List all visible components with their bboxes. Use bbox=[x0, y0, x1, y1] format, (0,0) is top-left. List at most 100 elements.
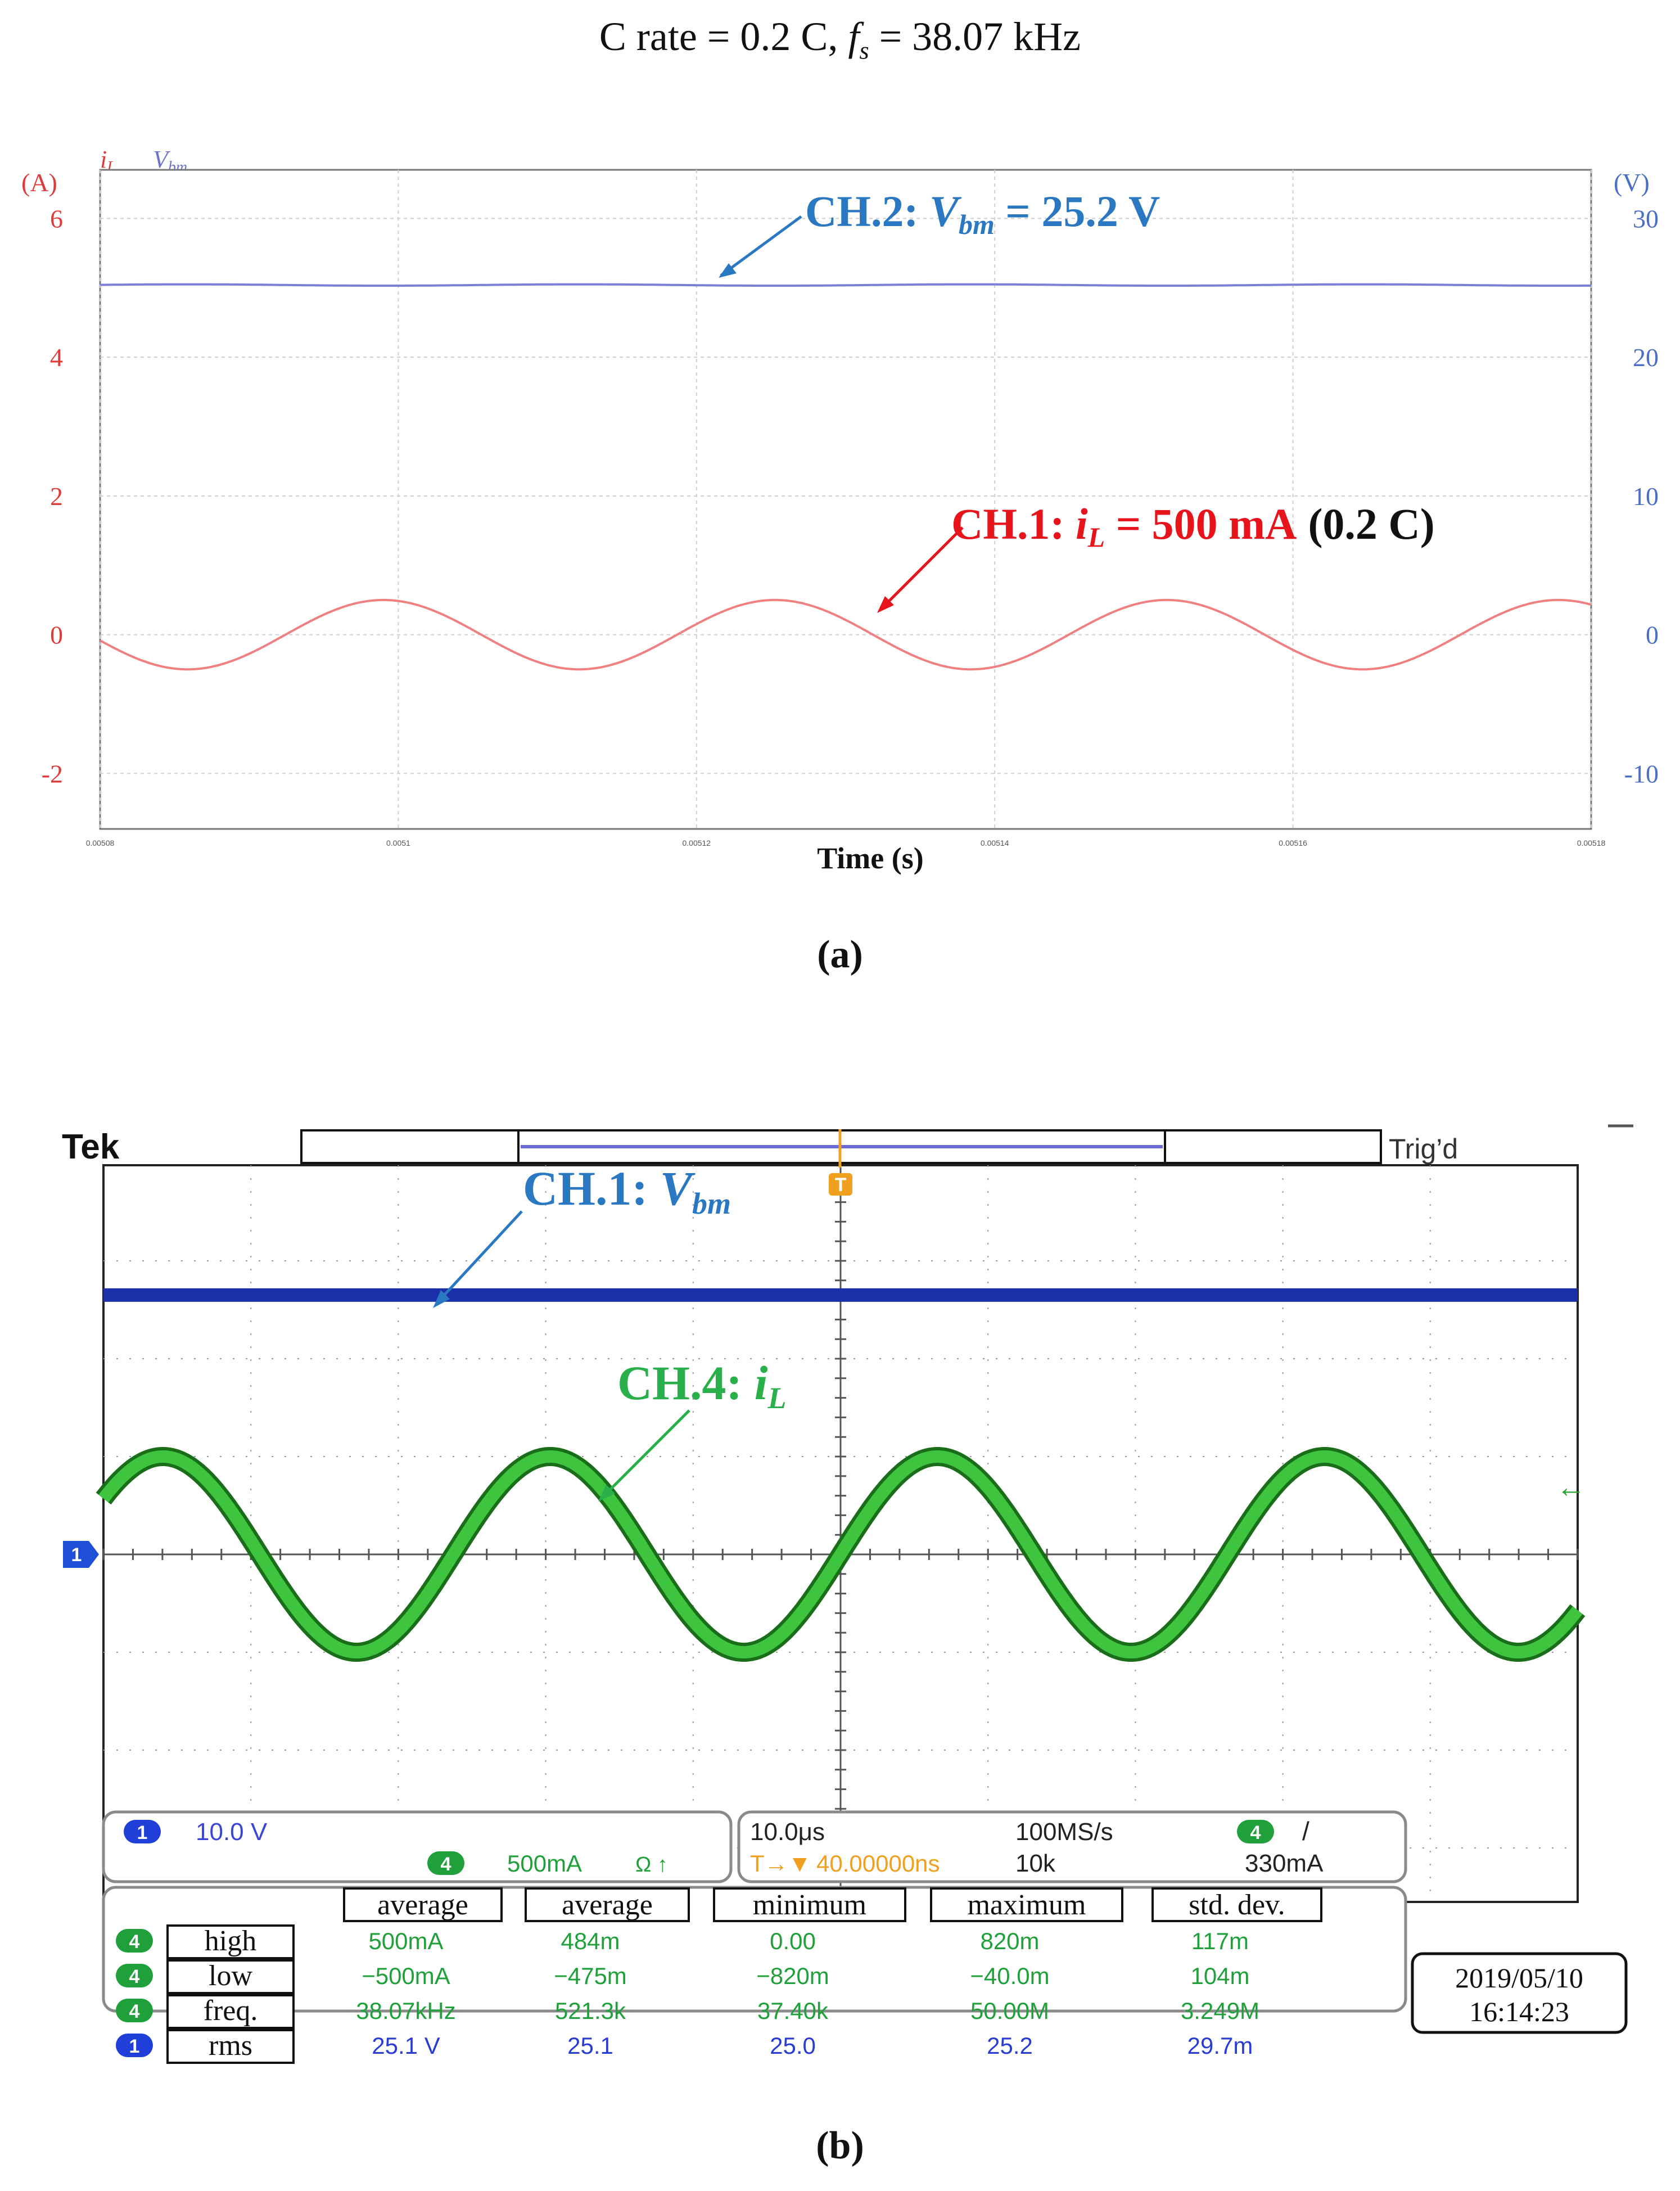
measurement-value: 3.249M bbox=[1181, 1998, 1259, 2024]
annotation-ch2-arrow bbox=[720, 215, 802, 277]
measurement-row-badge bbox=[116, 1999, 153, 2022]
measurement-value: 50.00M bbox=[970, 1998, 1049, 2024]
measurement-value: 484m bbox=[561, 1928, 620, 1954]
left-tick-label: 2 bbox=[50, 482, 63, 511]
measurement-header: average bbox=[377, 1889, 468, 1921]
ch1-ground-label: 1 bbox=[71, 1544, 82, 1566]
ch1-settings-badge bbox=[124, 1820, 161, 1843]
figure-headline: C rate = 0.2 C, fs = 38.07 kHz bbox=[0, 13, 1680, 65]
measurement-value: 104m bbox=[1190, 1963, 1249, 1989]
left-tick-label: -2 bbox=[42, 759, 63, 788]
left-axis-unit: (A) bbox=[21, 168, 57, 197]
measurement-value: 25.2 bbox=[987, 2032, 1033, 2059]
measurement-header: minimum bbox=[753, 1889, 866, 1921]
measurement-value: −820m bbox=[756, 1963, 829, 1989]
measurement-value: 25.1 V bbox=[372, 2032, 440, 2059]
left-tick-label: 4 bbox=[50, 343, 63, 372]
measurement-value: 0.00 bbox=[770, 1928, 816, 1954]
measurement-value: 820m bbox=[980, 1928, 1039, 1954]
trigger-level: 330mA bbox=[1245, 1850, 1324, 1877]
measurement-value: −475m bbox=[554, 1963, 627, 1989]
measurement-rows: 4 high 500mA 484m 0.00 820m 117m 4 low −500mA −475… bbox=[116, 1924, 1259, 2064]
x-tick-label: 0.00518 bbox=[1577, 838, 1606, 847]
trigger-slope: / bbox=[1302, 1816, 1309, 1846]
measurement-name-cell bbox=[166, 1924, 295, 1959]
measurement-headers: average average minimum maximum std. dev. bbox=[343, 1887, 1322, 1922]
ch4-coupling: Ω ↑ bbox=[635, 1853, 668, 1877]
measurement-header-cell bbox=[930, 1887, 1123, 1922]
sample-rate: 100MS/s bbox=[1015, 1818, 1113, 1846]
measurement-value: 38.07kHz bbox=[356, 1998, 455, 2024]
measurement-value: 25.0 bbox=[770, 2032, 816, 2059]
annotation-ch2-arrowhead bbox=[719, 263, 737, 278]
left-tick-label: 0 bbox=[50, 621, 63, 650]
panel-a-gridlines bbox=[100, 170, 1592, 829]
x-tick-label: 0.00512 bbox=[682, 838, 711, 847]
ch1-ground-marker bbox=[63, 1541, 99, 1568]
series-vbm-line bbox=[100, 283, 1591, 287]
measurement-header-cell bbox=[525, 1887, 690, 1922]
record-length: 10k bbox=[1015, 1850, 1056, 1877]
series-ch4-il bbox=[98, 1450, 1583, 1658]
ch4-trigger-level-arrow: ← bbox=[1556, 1471, 1586, 1504]
measurement-row-badge-label: 4 bbox=[129, 1931, 140, 1953]
fs-subscript: s bbox=[859, 37, 869, 65]
measurement-header: std. dev. bbox=[1189, 1889, 1285, 1921]
ch1-scale: 10.0 V bbox=[196, 1818, 268, 1846]
measurement-name: high bbox=[205, 1925, 256, 1957]
annotation-ch1-vbm: CH.1: Vbm bbox=[523, 1161, 731, 1220]
measurement-value: −40.0m bbox=[970, 1963, 1049, 1989]
annotation-ch1-arrowhead bbox=[433, 1290, 450, 1308]
measurement-name: low bbox=[209, 1960, 252, 1992]
right-tick-label: -10 bbox=[1624, 759, 1659, 788]
x-tick-label: 0.00508 bbox=[86, 838, 115, 847]
panel-a-plot-frame bbox=[99, 169, 1592, 830]
ch4-settings-badge bbox=[427, 1851, 464, 1875]
x-tick-label: 0.00516 bbox=[1279, 838, 1307, 847]
x-axis-label: Time (s) bbox=[817, 841, 923, 875]
measurement-name: freq. bbox=[204, 1995, 258, 2027]
ch4-scale: 500mA bbox=[507, 1850, 582, 1877]
measurement-value: 117m bbox=[1191, 1928, 1249, 1954]
channel-settings-box bbox=[102, 1810, 733, 1883]
trigger-source-badge bbox=[1237, 1820, 1274, 1843]
annotation-ch4-arrow bbox=[602, 1409, 690, 1498]
timebase: 10.0μs bbox=[750, 1818, 825, 1846]
right-tick-label: 30 bbox=[1633, 204, 1659, 233]
right-tick-label: 0 bbox=[1646, 621, 1659, 650]
annotation-ch4-arrowhead bbox=[598, 1485, 615, 1502]
scope-time: 16:14:23 bbox=[1469, 1996, 1569, 2027]
trigger-position: 40.00000ns bbox=[816, 1850, 940, 1877]
x-tick-label: 0.0051 bbox=[386, 838, 410, 847]
scope-brand: Tek bbox=[62, 1128, 120, 1166]
measurement-row-badge bbox=[116, 1929, 153, 1953]
panel-b-caption: (b) bbox=[816, 2124, 864, 2167]
annotation-ch1-arrow bbox=[436, 1210, 523, 1304]
fs-value: = 38.07 kHz bbox=[869, 14, 1081, 59]
trigger-position-marker: T→▼ bbox=[750, 1850, 811, 1877]
trigger-source-badge-label: 4 bbox=[1250, 1822, 1261, 1843]
measurement-row-badge bbox=[116, 1964, 153, 1987]
measurement-value: −500mA bbox=[362, 1963, 450, 1989]
series-il-line bbox=[100, 598, 1592, 671]
scope-date: 2019/05/10 bbox=[1455, 1962, 1583, 1994]
measurement-name-cell bbox=[166, 2029, 295, 2064]
panel-b-scope: Tek Trig’d T 1 ← CH.1: Vbm CH.4: iL 1 10… bbox=[62, 1124, 1633, 2064]
right-axis-unit: (V) bbox=[1614, 168, 1650, 197]
measurement-name: rms bbox=[209, 2030, 252, 2062]
measurement-header-cell bbox=[343, 1887, 503, 1922]
measurement-name-cell bbox=[166, 1959, 295, 1994]
right-tick-label: 20 bbox=[1633, 343, 1659, 372]
measurement-header: average bbox=[562, 1889, 653, 1921]
measurement-value: 37.40k bbox=[757, 1998, 829, 2024]
annotation-ch4-il: CH.4: iL bbox=[617, 1356, 787, 1415]
annotation-ch1: CH.1: iL = 500 mA (0.2 C) bbox=[951, 499, 1435, 553]
x-axis-ticks: 0.00508 0.0051 0.00512 0.00514 0.00516 0.0051… bbox=[86, 838, 1606, 847]
measurement-row-badge-label: 1 bbox=[129, 2036, 140, 2057]
right-tick-label: 10 bbox=[1633, 482, 1659, 511]
measurement-header: maximum bbox=[968, 1889, 1086, 1921]
measurement-value: 500mA bbox=[368, 1928, 443, 1954]
annotation-ch1-arrowhead bbox=[877, 596, 894, 613]
datetime-box bbox=[1411, 1952, 1628, 2034]
measurement-header-cell bbox=[1151, 1887, 1322, 1922]
